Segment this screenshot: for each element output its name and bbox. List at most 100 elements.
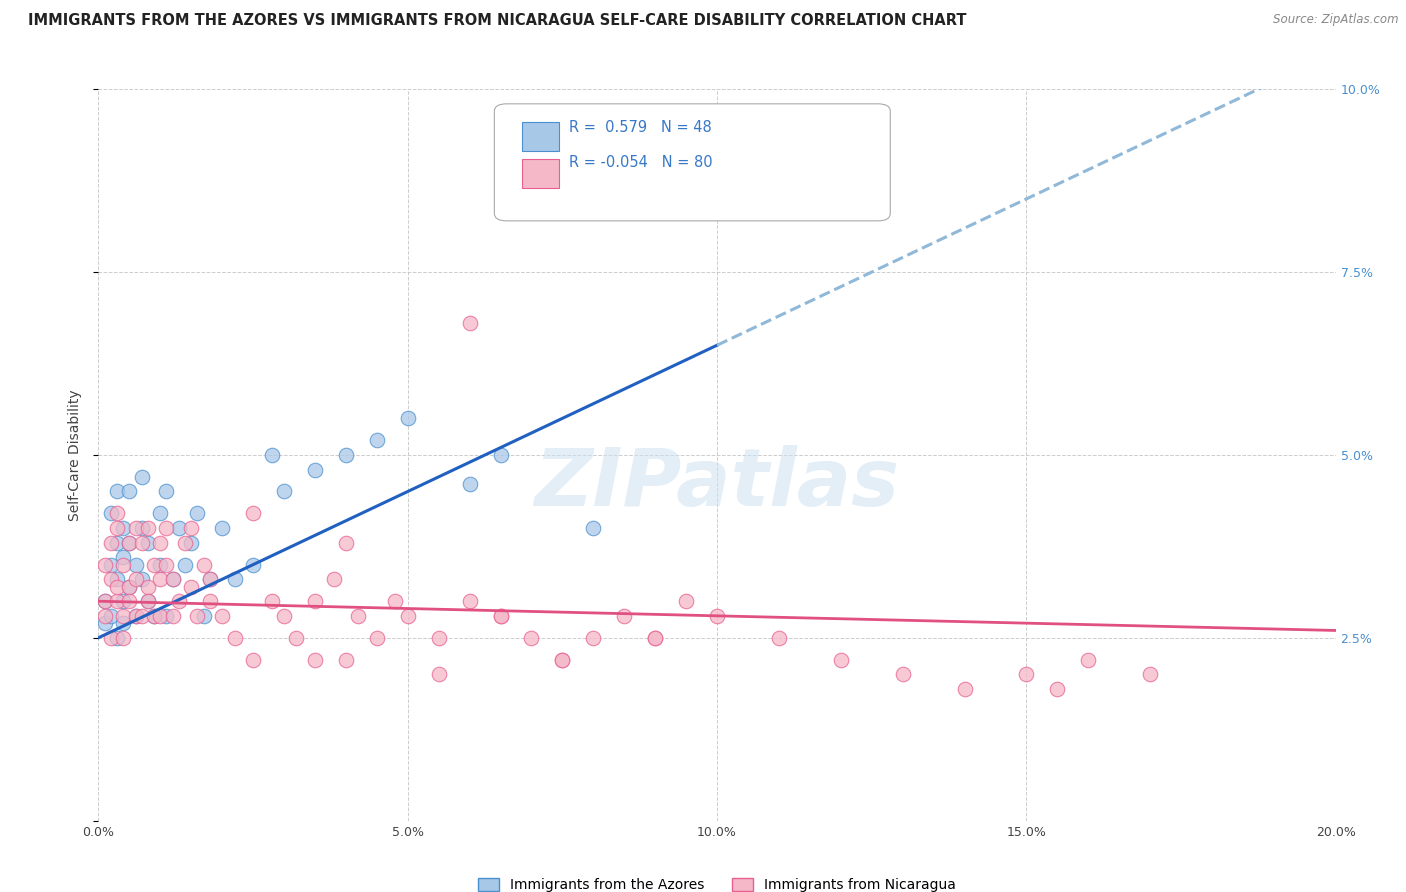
Point [124,608,146,623]
Point [155,484,177,499]
Point [706,155,728,169]
Point [347,608,370,623]
Point [396,411,419,425]
Point [105,572,128,586]
Point [273,484,295,499]
Text: Source: ZipAtlas.com: Source: ZipAtlas.com [1274,13,1399,27]
Point [136,535,159,549]
Point [93,594,115,608]
Point [613,608,636,623]
Point [198,594,221,608]
Point [112,631,135,645]
Point [118,580,141,594]
Point [112,550,135,565]
Point [93,608,115,623]
Point [242,558,264,572]
Point [118,535,141,549]
Point [162,608,184,623]
Point [155,608,177,623]
Point [242,653,264,667]
Point [143,558,166,572]
Point [174,535,197,549]
Point [149,558,172,572]
Point [489,608,512,623]
Point [224,631,246,645]
Point [100,507,122,521]
Point [149,572,172,586]
Point [304,653,326,667]
Point [366,631,388,645]
Point [118,484,141,499]
Point [180,521,202,535]
Point [180,535,202,549]
Point [675,594,697,608]
Point [143,608,166,623]
Point [167,594,190,608]
Point [124,558,146,572]
Point [105,484,128,499]
Point [118,535,141,549]
Point [124,572,146,586]
Point [427,631,450,645]
Point [335,653,357,667]
Text: IMMIGRANTS FROM THE AZORES VS IMMIGRANTS FROM NICARAGUA SELF-CARE DISABILITY COR: IMMIGRANTS FROM THE AZORES VS IMMIGRANTS… [28,13,966,29]
Point [1139,667,1161,681]
Point [112,521,135,535]
Point [155,558,177,572]
Point [149,535,172,549]
Point [131,608,153,623]
Point [174,558,197,572]
Point [100,558,122,572]
Point [100,608,122,623]
Point [520,631,543,645]
Point [458,594,481,608]
Point [427,667,450,681]
Point [124,521,146,535]
Point [186,608,208,623]
Point [335,535,357,549]
Point [105,535,128,549]
Point [366,434,388,448]
Point [162,572,184,586]
Point [489,608,512,623]
Point [489,448,512,462]
Point [149,507,172,521]
FancyBboxPatch shape [522,159,558,188]
Point [260,594,283,608]
Point [118,594,141,608]
Point [891,667,914,681]
Text: ZIPatlas: ZIPatlas [534,445,900,524]
Point [260,448,283,462]
Point [396,608,419,623]
Point [162,572,184,586]
Point [551,653,574,667]
Point [100,572,122,586]
Point [105,631,128,645]
Point [211,521,233,535]
Point [105,521,128,535]
Point [105,507,128,521]
Point [384,594,406,608]
Point [644,631,666,645]
Point [285,631,308,645]
Point [304,462,326,476]
Point [143,608,166,623]
Point [118,580,141,594]
Point [644,631,666,645]
Point [167,521,190,535]
Point [136,594,159,608]
Point [131,572,153,586]
Point [136,521,159,535]
Point [193,608,215,623]
Text: R =  0.579   N = 48: R = 0.579 N = 48 [568,120,711,135]
Point [100,631,122,645]
Legend: Immigrants from the Azores, Immigrants from Nicaragua: Immigrants from the Azores, Immigrants f… [472,872,962,892]
Point [131,521,153,535]
Point [112,558,135,572]
Point [93,616,115,631]
Point [180,580,202,594]
Point [953,681,976,696]
Point [273,608,295,623]
Point [198,572,221,586]
Point [304,594,326,608]
